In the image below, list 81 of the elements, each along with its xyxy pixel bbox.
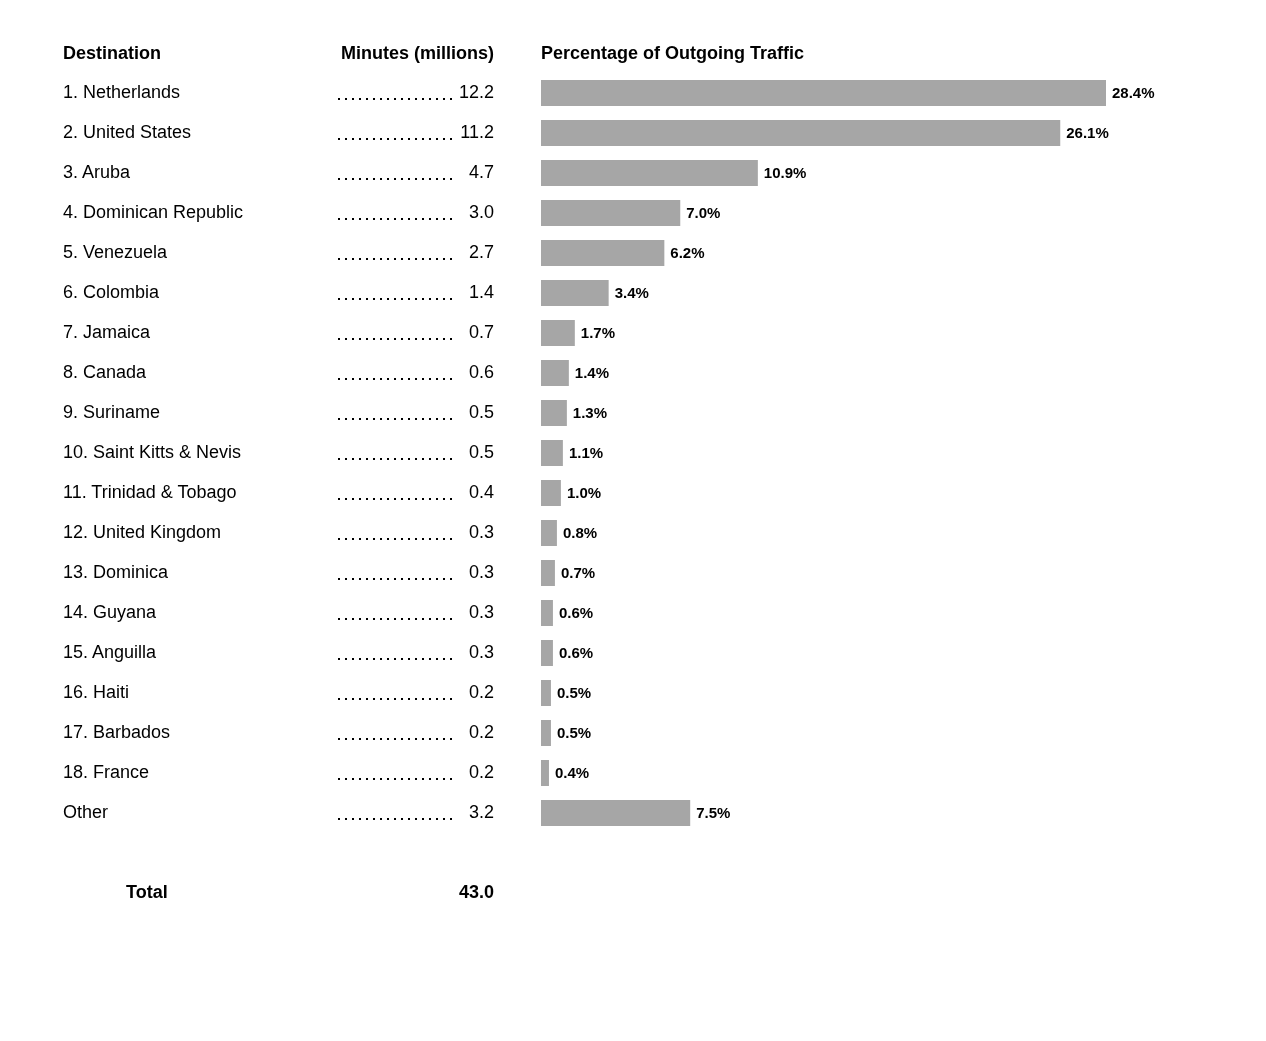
data-label: 0.3 — [468, 521, 494, 542]
data-label: 0.2 — [468, 761, 494, 782]
data-label: 0.4% — [554, 763, 590, 781]
data-label: 0.5% — [556, 683, 592, 701]
data-label: 0.8% — [562, 523, 598, 541]
category-label: 9. Suriname — [63, 401, 161, 422]
category-label: 8. Canada — [63, 361, 148, 382]
category-label: 14. Guyana — [63, 601, 158, 622]
data-label: 0.3 — [468, 601, 494, 622]
category-label: 2. United States — [63, 121, 192, 142]
data-label: 4.7 — [468, 161, 494, 182]
data-label: 0.5 — [468, 441, 494, 462]
category-label: 3. Aruba — [63, 161, 132, 182]
bar — [541, 80, 1106, 106]
bar — [541, 480, 561, 506]
data-label: 0.6% — [558, 643, 594, 661]
bar — [541, 200, 681, 226]
category-label: 17. Barbados — [63, 721, 171, 742]
bar — [541, 680, 551, 706]
data-label: 12.2 — [458, 81, 494, 102]
data-label: 1.1% — [568, 443, 604, 461]
category-label: 7. Jamaica — [63, 321, 152, 342]
data-label: 0.4 — [468, 481, 494, 502]
category-label: 5. Venezuela — [63, 241, 169, 262]
data-label: 26.1% — [1066, 123, 1109, 141]
data-label: 0.2 — [468, 681, 494, 702]
category-label: Other — [63, 801, 109, 822]
bar — [541, 360, 569, 386]
data-label: 11.2 — [460, 121, 494, 142]
bar — [541, 240, 665, 266]
category-label: 13. Dominica — [63, 561, 170, 582]
bar — [541, 560, 555, 586]
data-label: 3.0 — [468, 201, 494, 222]
bar — [541, 400, 567, 426]
data-label: 0.6% — [558, 603, 594, 621]
data-label: 7.0% — [686, 203, 721, 221]
bar — [541, 160, 758, 186]
data-label: 3.4% — [614, 283, 649, 301]
data-label: 10.9% — [763, 163, 807, 181]
bar — [541, 320, 575, 346]
text: Minutes (millions) — [341, 42, 495, 63]
category-label: 4. Dominican Republic — [63, 201, 244, 222]
text: Total — [126, 881, 168, 902]
text: 43.0 — [458, 881, 494, 902]
data-label: 1.3% — [572, 403, 608, 421]
bar — [541, 520, 557, 546]
data-label: 1.7% — [580, 323, 616, 341]
bar — [541, 280, 609, 306]
bar — [541, 720, 551, 746]
bar — [541, 120, 1061, 146]
data-label: 7.5% — [696, 803, 731, 821]
data-label: 0.2 — [468, 721, 494, 742]
text: Destination — [63, 42, 162, 63]
data-label: 0.3 — [468, 561, 494, 582]
bar — [541, 600, 553, 626]
data-label: 0.5 — [468, 401, 494, 422]
category-label: 11. Trinidad & Tobago — [63, 481, 237, 502]
data-label: 0.6 — [468, 361, 494, 382]
category-label: 6. Colombia — [63, 281, 161, 302]
data-label: 0.3 — [468, 641, 494, 662]
category-label: 16. Haiti — [63, 681, 130, 702]
category-label: 10. Saint Kitts & Nevis — [63, 441, 242, 462]
data-label: 0.7% — [560, 563, 596, 581]
chart-title: Percentage of Outgoing Traffic — [541, 42, 805, 63]
category-label: 18. France — [63, 761, 150, 782]
data-label: 0.7 — [468, 321, 494, 342]
bar — [541, 800, 691, 826]
data-label: 2.7 — [468, 241, 494, 262]
data-label: 3.2 — [468, 801, 494, 822]
data-label: 1.4% — [574, 363, 610, 381]
data-label: 1.0% — [566, 483, 602, 501]
bar — [541, 440, 563, 466]
data-label: 0.5% — [556, 723, 592, 741]
bar — [541, 760, 549, 786]
bar — [541, 640, 553, 666]
data-label: 6.2% — [670, 243, 705, 261]
category-label: 12. United Kingdom — [63, 521, 222, 542]
category-label: 15. Anguilla — [63, 641, 158, 662]
data-label: 28.4% — [1112, 83, 1155, 101]
data-label: 1.4 — [468, 281, 494, 302]
category-label: 1. Netherlands — [63, 81, 181, 102]
